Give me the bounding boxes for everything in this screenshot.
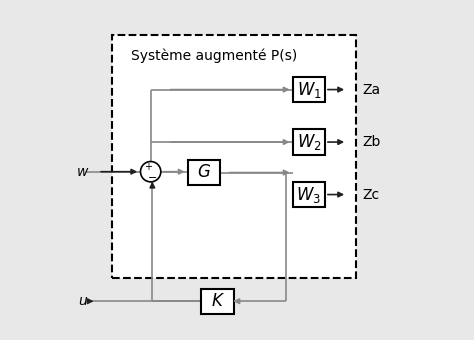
Bar — [293, 129, 325, 155]
Circle shape — [140, 162, 161, 182]
Text: Zc: Zc — [362, 188, 379, 202]
Bar — [188, 160, 220, 185]
Bar — [201, 289, 234, 314]
Text: Système augmenté P(s): Système augmenté P(s) — [131, 48, 297, 63]
Bar — [293, 77, 325, 102]
Text: +: + — [144, 162, 152, 172]
Text: Za: Za — [362, 83, 381, 97]
Text: Zb: Zb — [362, 135, 381, 149]
Text: u: u — [79, 294, 87, 308]
Bar — [112, 35, 356, 278]
Text: $W_3$: $W_3$ — [297, 185, 321, 205]
Text: $W_2$: $W_2$ — [297, 132, 321, 152]
Text: $W_1$: $W_1$ — [297, 80, 321, 100]
Text: $G$: $G$ — [197, 164, 211, 181]
Text: w: w — [77, 165, 89, 179]
Text: $K$: $K$ — [210, 293, 225, 310]
Text: −: − — [148, 173, 157, 183]
Bar — [293, 182, 325, 207]
